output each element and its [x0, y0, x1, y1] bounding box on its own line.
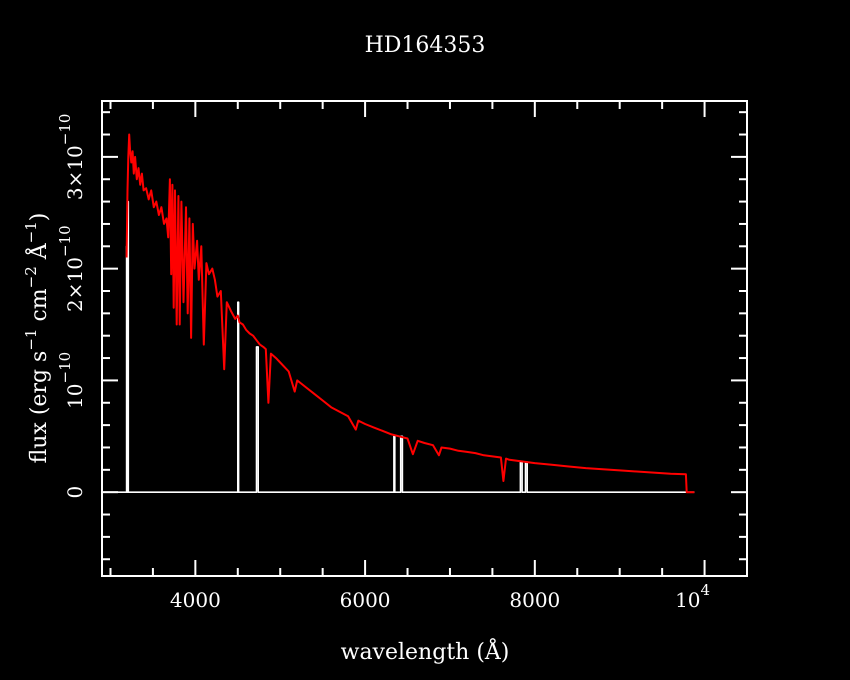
x-axis-label: wavelength (Å)	[341, 637, 510, 665]
y-tick-label: 2×10−10	[56, 225, 87, 312]
x-tick-label: 104	[675, 581, 710, 612]
axis-ticks	[102, 101, 748, 576]
tick-labels: 4000 6000 8000 104 0 10−10 2×10−10 3×10−10	[56, 114, 710, 612]
series-layer	[102, 133, 695, 494]
y-tick-label: 10−10	[56, 352, 87, 409]
x-tick-label: 4000	[170, 588, 221, 612]
flux-spectrum-line	[125, 133, 695, 494]
y-axis-label: flux (erg s−1 cm−2 Å−1)	[22, 213, 52, 464]
x-tick-label: 6000	[340, 588, 391, 612]
x-tick-label: 8000	[509, 588, 560, 612]
chart-title: HD164353	[365, 33, 486, 58]
y-tick-label: 3×10−10	[56, 114, 87, 201]
plot-frame	[101, 100, 748, 577]
y-tick-label: 0	[63, 486, 87, 499]
